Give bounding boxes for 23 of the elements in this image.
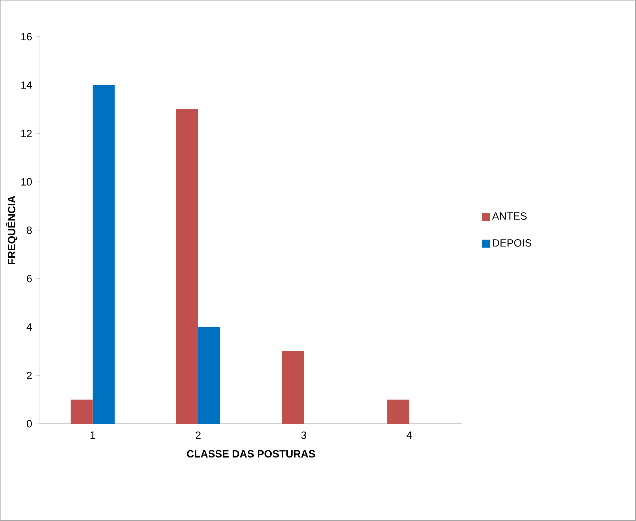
x-tick-label: 2	[196, 432, 201, 440]
y-tick-label: 8	[27, 226, 32, 234]
legend-label: DEPOIS	[493, 239, 532, 247]
legend-label: ANTES	[492, 212, 527, 220]
x-tick-label: 4	[406, 432, 412, 439]
bar	[198, 327, 220, 424]
x-tick-label: 3	[301, 432, 306, 440]
bar	[388, 400, 410, 424]
y-tick-label: 16	[22, 33, 32, 41]
bar	[282, 351, 304, 424]
y-axis-title: FREQUÊNCIA	[6, 196, 18, 264]
x-axis-title: CLASSE DAS POSTURAS	[187, 450, 316, 458]
y-tick-label: 2	[27, 372, 32, 380]
bar	[176, 110, 198, 424]
bar	[70, 400, 93, 424]
y-tick-label: 10	[22, 178, 32, 186]
y-tick-label: 6	[27, 275, 32, 283]
y-tick-label: 0	[27, 420, 32, 428]
y-tick-label: 12	[22, 130, 32, 138]
y-tick-label: 4	[26, 324, 32, 331]
y-tick-label: 14	[22, 82, 32, 89]
x-tick-label: 1	[90, 432, 96, 439]
bar	[92, 85, 115, 424]
